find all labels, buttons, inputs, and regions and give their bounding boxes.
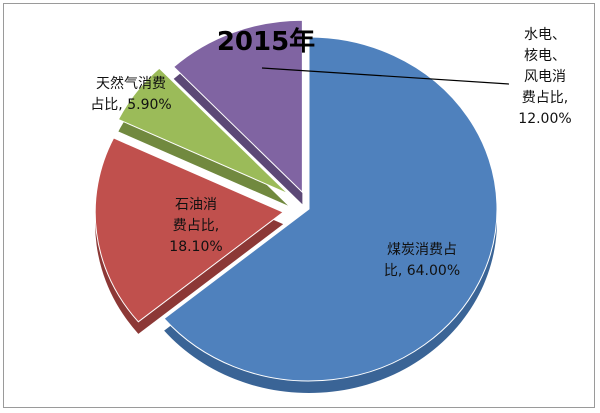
slice-label-line: 18.10% <box>169 239 222 255</box>
chart-title: 2015年 <box>217 26 315 57</box>
pie-slice <box>163 36 498 382</box>
pie-slice <box>117 67 289 195</box>
slice-label-line: 风电消 <box>524 69 566 85</box>
slice-label-line: 占比, 5.90% <box>90 97 171 113</box>
slice-labels: 煤炭消费占比, 64.00%石油消费占比, 18.10%天然气消费占比, 5.90… <box>90 27 571 279</box>
pie-chart: 2015年 煤炭消费占比, 64.00%石油消费占比, 18.10%天然气消费占比… <box>90 19 572 394</box>
slice-label: 天然气消费占比, 5.90% <box>90 75 171 113</box>
slice-label-line: 费占比, <box>522 90 568 106</box>
slice-label-line: 费占比, <box>173 218 219 234</box>
slice-label-line: 比, 64.00% <box>384 263 460 279</box>
slice-label-line: 水电、 <box>524 27 566 43</box>
pie-slice <box>172 19 303 194</box>
slice-label-line: 天然气消费 <box>96 75 166 92</box>
slice-label-line: 石油消 <box>175 197 217 213</box>
slice-label-line: 煤炭消费占 <box>387 242 457 258</box>
slice-label-line: 12.00% <box>518 111 571 127</box>
slice-label: 水电、核电、风电消费占比, 12.00% <box>518 27 571 127</box>
leader-line <box>261 67 510 85</box>
pie-slice <box>94 137 285 323</box>
slice-label-line: 核电、 <box>524 48 566 64</box>
slice-label: 煤炭消费占比, 64.00% <box>384 242 460 279</box>
slice-label: 石油消费占比, 18.10% <box>169 197 222 255</box>
slice-tops <box>94 19 498 382</box>
chart-frame: 2015年 煤炭消费占比, 64.00% 石油消费占比, 18.10% 天然气消费占比… <box>3 3 595 408</box>
